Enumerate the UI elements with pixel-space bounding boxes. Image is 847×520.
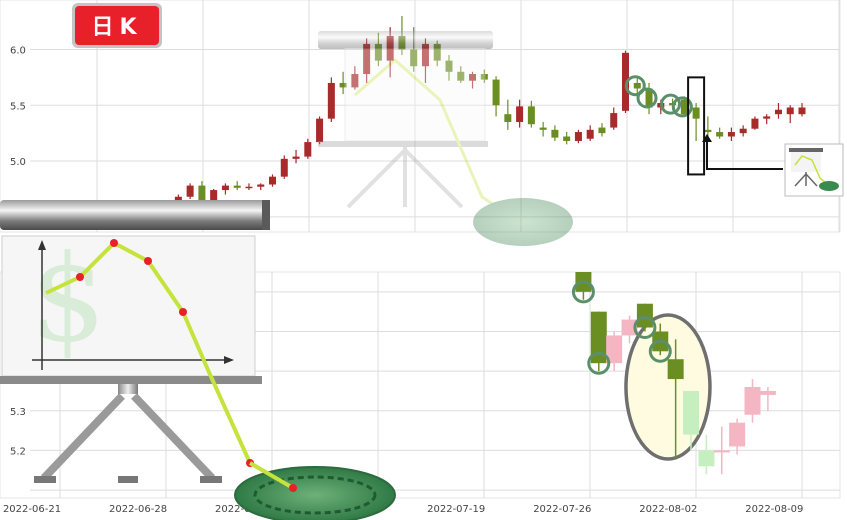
candle-body (610, 113, 618, 128)
candle-body (245, 186, 253, 189)
candle-body (269, 176, 276, 185)
arrow-head-icon (702, 134, 712, 142)
candle-body (480, 74, 488, 80)
candle-body (621, 319, 638, 336)
y-tick-label: 5.0 (10, 157, 26, 168)
candle-body (210, 190, 218, 204)
signal-marker (636, 87, 658, 109)
candle-body (667, 359, 684, 380)
candle-body (680, 99, 688, 115)
candle-body (516, 106, 524, 122)
candle-body (339, 82, 347, 88)
signal-marker (633, 316, 657, 340)
candle-body (798, 107, 806, 115)
candle-body (551, 129, 559, 138)
candle-body (622, 52, 629, 111)
x-tick-label: 2022-06-21 (3, 504, 61, 515)
candle-body (713, 450, 730, 453)
candle-body (374, 43, 382, 61)
candle-body (744, 386, 761, 415)
candle-body (292, 156, 300, 159)
faded-presentation-board-icon (318, 31, 573, 246)
x-axis: 2022-06-21 2022-06-28 2022-07-05 2022-07-19… (3, 504, 803, 515)
x-tick-label: 2022-07-19 (427, 504, 485, 515)
candle-body (433, 43, 441, 61)
signal-marker (660, 93, 682, 115)
candle-body (759, 390, 776, 395)
candle-body (729, 422, 746, 447)
candle-body (327, 82, 335, 119)
arrow-connector (706, 140, 783, 170)
candle-body (633, 82, 641, 89)
candle-body (186, 185, 194, 197)
candle-body (692, 107, 700, 119)
candle-body (527, 106, 535, 125)
candle-body (410, 49, 418, 67)
candle-body (492, 79, 500, 106)
candle-body (280, 158, 288, 177)
candle-body (221, 185, 229, 191)
candle-body (445, 60, 453, 72)
candle-body (598, 127, 606, 134)
x-tick-label: 2022-06-28 (109, 504, 167, 515)
top-markers (624, 75, 706, 176)
candle-body (636, 303, 653, 328)
period-badge-label: 日K (91, 15, 142, 40)
x-tick-label: 2022-08-09 (745, 504, 803, 515)
candle-body (590, 311, 607, 364)
candle-body (198, 185, 206, 204)
candle-body (763, 116, 771, 119)
candle-body (683, 390, 700, 435)
signal-marker (571, 280, 595, 304)
candle-body (539, 127, 547, 130)
y-tick-label: 5.2 (10, 446, 26, 457)
y-tick-label: 5.5 (10, 101, 26, 112)
candle-body (786, 107, 794, 115)
signal-marker (671, 96, 693, 118)
signal-marker (587, 351, 611, 375)
candle-body (698, 450, 715, 467)
y-tick-label: 6.0 (10, 45, 26, 56)
candle-body (316, 118, 324, 143)
candle-body (563, 136, 571, 141)
y-tick-label: 5.3 (10, 407, 26, 418)
candle-body (257, 184, 265, 187)
candle-body (304, 142, 312, 157)
bottom-markers (571, 280, 672, 375)
candle-body (233, 185, 241, 188)
x-tick-label: 2022-07-26 (533, 504, 591, 515)
candle-body (469, 74, 477, 81)
candle-body (739, 128, 747, 134)
focus-box (687, 76, 706, 176)
candle-body (586, 129, 594, 139)
candle-body (606, 335, 623, 364)
x-tick-label: 2022-08-02 (639, 504, 697, 515)
candle-body (727, 132, 735, 137)
x-tick-label: 2022-07-05 (215, 504, 273, 515)
candle-body (363, 43, 371, 75)
thumbnail-board-icon (784, 143, 844, 197)
candle-body (645, 88, 653, 108)
presentation-board-icon: $ (0, 200, 396, 520)
candle-body (574, 132, 582, 141)
candle-body (351, 74, 359, 88)
candle-body (716, 132, 724, 137)
candle-body (421, 43, 429, 67)
bottom-y-axis: 5.3 5.2 (10, 407, 26, 458)
candle-body (704, 129, 712, 133)
candle-body (751, 118, 759, 129)
candle-body (504, 114, 512, 122)
signal-marker (648, 339, 672, 363)
candle-body (457, 71, 465, 81)
candle-body (774, 109, 782, 115)
signal-marker (624, 75, 646, 97)
period-badge[interactable]: 日K (72, 3, 162, 48)
